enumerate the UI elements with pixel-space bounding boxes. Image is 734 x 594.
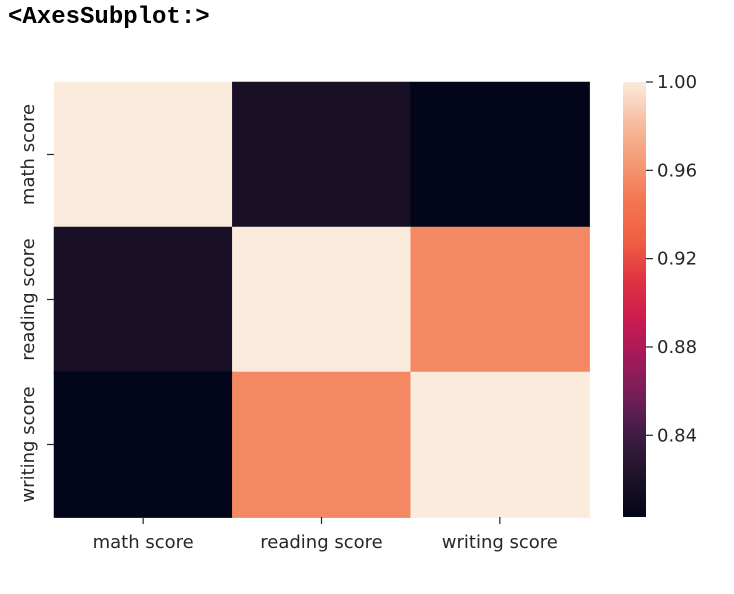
x-axis-ticks: math score reading score writing score [93,517,558,553]
y-tick-label: reading score [18,238,39,360]
heatmap-cells [53,81,590,518]
heatmap-cell-r0-c1 [232,81,412,228]
heatmap-cell-r1-c0 [53,226,234,373]
heatmap-cell-r2-c2 [410,371,590,518]
heatmap-cell-r2-c1 [232,371,412,518]
x-tick-label: writing score [442,532,558,553]
y-tick-label: writing score [18,386,39,502]
colorbar-gradient [623,82,646,517]
colorbar-tick-label: 0.92 [657,249,697,270]
heatmap-cell-r1-c1 [232,226,412,373]
heatmap-cell-r1-c2 [410,226,590,373]
colorbar: 0.84 0.88 0.92 0.96 1.00 [623,72,697,517]
colorbar-tick-label: 0.84 [657,425,697,446]
heatmap-cell-r0-c0 [53,81,234,228]
x-tick-label: math score [93,532,194,553]
colorbar-tick-label: 0.96 [657,160,697,181]
output-label: <AxesSubplot:> [8,4,210,31]
y-axis-ticks: math score reading score writing score [18,104,54,503]
y-tick-label: math score [18,104,39,205]
x-tick-label: reading score [260,532,382,553]
heatmap-cell-r2-c0 [53,371,234,518]
colorbar-tick-label: 0.88 [657,337,697,358]
heatmap-cell-r0-c2 [410,81,590,228]
colorbar-tick-label: 1.00 [657,72,697,93]
